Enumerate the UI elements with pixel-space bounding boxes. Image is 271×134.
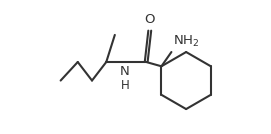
- Text: NH$_2$: NH$_2$: [173, 34, 199, 49]
- Text: O: O: [144, 13, 155, 26]
- Text: H: H: [120, 79, 129, 92]
- Text: N: N: [120, 65, 130, 78]
